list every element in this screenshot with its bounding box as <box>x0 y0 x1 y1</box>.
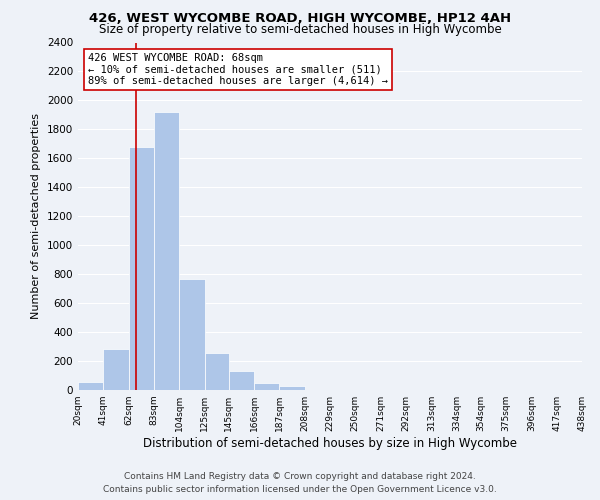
Bar <box>205 353 229 390</box>
Bar <box>78 382 103 390</box>
Text: Contains HM Land Registry data © Crown copyright and database right 2024.
Contai: Contains HM Land Registry data © Crown c… <box>103 472 497 494</box>
Bar <box>229 371 254 390</box>
Text: 426, WEST WYCOMBE ROAD, HIGH WYCOMBE, HP12 4AH: 426, WEST WYCOMBE ROAD, HIGH WYCOMBE, HP… <box>89 12 511 26</box>
Text: Size of property relative to semi-detached houses in High Wycombe: Size of property relative to semi-detach… <box>98 22 502 36</box>
X-axis label: Distribution of semi-detached houses by size in High Wycombe: Distribution of semi-detached houses by … <box>143 437 517 450</box>
Bar <box>254 384 280 390</box>
Bar <box>128 147 154 390</box>
Text: 426 WEST WYCOMBE ROAD: 68sqm
← 10% of semi-detached houses are smaller (511)
89%: 426 WEST WYCOMBE ROAD: 68sqm ← 10% of se… <box>88 53 388 86</box>
Bar <box>103 350 128 390</box>
Bar <box>280 386 305 390</box>
Bar <box>154 112 179 390</box>
Bar <box>179 278 205 390</box>
Y-axis label: Number of semi-detached properties: Number of semi-detached properties <box>31 114 41 320</box>
